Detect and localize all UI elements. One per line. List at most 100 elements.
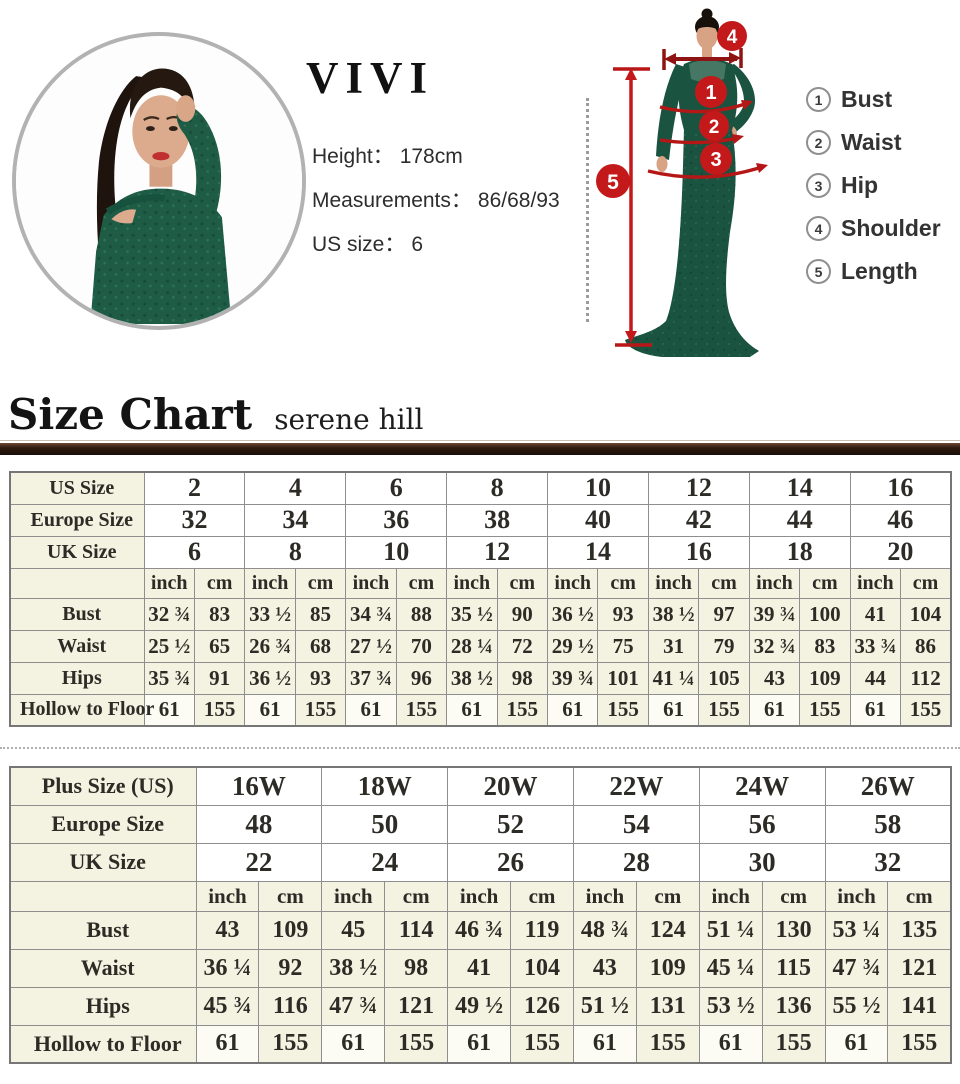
measure-cell: 39 ¾ <box>546 661 599 695</box>
measure-cell: 155 <box>395 693 448 727</box>
measure-cell: 61 <box>195 1024 260 1064</box>
size-value-cell: 8 <box>446 471 548 505</box>
table-label-cell: UK Size <box>9 842 197 882</box>
measurement-row: Hollow to Floor 61 155 61 155 61 155 61 155 61 155… <box>9 1024 952 1064</box>
size-header-row: US Size 2 4 6 8 10 12 14 16 <box>9 471 952 505</box>
standard-size-table: US Size 2 4 6 8 10 12 14 16 Europe Size 32 34 36 38 40… <box>9 471 952 727</box>
measure-cell: 141 <box>887 986 952 1026</box>
measure-cell: 155 <box>193 693 246 727</box>
measure-cell: 61 <box>572 1024 637 1064</box>
size-value-cell: 20W <box>447 766 574 806</box>
measure-cell: 101 <box>597 661 649 695</box>
measure-cell: 109 <box>799 661 851 695</box>
legend-number-4: 4 <box>806 216 831 241</box>
measure-cell: 97 <box>698 597 750 631</box>
unit-cell: cm <box>496 567 549 599</box>
unit-cell: cm <box>698 567 750 599</box>
measure-cell: 83 <box>799 629 851 663</box>
measure-cell: 86 <box>900 629 952 663</box>
unit-header-row: inch cm inch cm inch cm inch cm inch cm inch cm inch… <box>9 567 952 599</box>
measure-cell: 98 <box>496 661 549 695</box>
size-value-cell: 54 <box>572 804 700 844</box>
measure-cell: 51 ½ <box>572 986 637 1026</box>
measure-cell: 91 <box>193 661 246 695</box>
measure-cell: 155 <box>698 693 750 727</box>
size-value-cell: 16 <box>647 535 750 569</box>
height-value: 178cm <box>399 145 463 168</box>
legend-label-length: Length <box>841 258 918 284</box>
measure-cell: 155 <box>384 1024 449 1064</box>
measure-cell: 83 <box>193 597 246 631</box>
measure-cell: 36 ½ <box>546 597 599 631</box>
measure-cell: 90 <box>496 597 549 631</box>
measure-cell: 93 <box>597 597 649 631</box>
measure-cell: 39 ¾ <box>748 597 801 631</box>
size-header-row: Plus Size (US) 16W 18W 20W 22W 24W 26W <box>9 766 952 806</box>
unit-cell: cm <box>761 880 826 912</box>
size-value-cell: 58 <box>824 804 952 844</box>
measure-cell: 98 <box>384 948 449 988</box>
measure-cell: 53 ½ <box>698 986 763 1026</box>
unit-cell: cm <box>635 880 700 912</box>
measure-cell: 155 <box>761 1024 826 1064</box>
measurement-diagram: 1 2 3 4 5 1 Bust <box>560 0 960 378</box>
brand-title: VIVI <box>306 53 435 103</box>
legend-number-1: 1 <box>806 87 831 112</box>
size-value-cell: 6 <box>143 535 246 569</box>
size-value-cell: 56 <box>698 804 826 844</box>
table-label-cell: Waist <box>9 629 145 663</box>
measure-cell: 43 <box>195 910 260 950</box>
measure-cell: 155 <box>900 693 952 727</box>
legend-label-shoulder: Shoulder <box>841 215 941 241</box>
size-header-row: Europe Size 48 50 52 54 56 58 <box>9 804 952 844</box>
unit-cell: cm <box>510 880 574 912</box>
measure-cell: 32 ¾ <box>143 597 195 631</box>
measure-cell: 88 <box>395 597 448 631</box>
size-header-row: UK Size 22 24 26 28 30 32 <box>9 842 952 882</box>
measure-cell: 155 <box>799 693 851 727</box>
divider-thin-line <box>0 440 960 441</box>
unit-cell: cm <box>193 567 246 599</box>
unit-cell: inch <box>321 880 386 912</box>
measure-cell: 93 <box>294 661 347 695</box>
measure-cell: 25 ½ <box>143 629 195 663</box>
size-header-row: UK Size 6 8 10 12 14 16 18 20 <box>9 535 952 569</box>
measure-cell: 100 <box>799 597 851 631</box>
unit-cell: cm <box>294 567 347 599</box>
unit-cell: inch <box>447 880 512 912</box>
size-value-cell: 14 <box>748 471 851 505</box>
size-value-cell: 2 <box>143 471 246 505</box>
measure-cell: 61 <box>447 1024 512 1064</box>
table-label-cell: UK Size <box>9 535 145 569</box>
measure-cell: 135 <box>887 910 952 950</box>
unit-cell: cm <box>900 567 952 599</box>
size-header-row: Europe Size 32 34 36 38 40 42 44 46 <box>9 503 952 537</box>
unit-cell: cm <box>597 567 649 599</box>
measure-cell: 46 ¾ <box>447 910 512 950</box>
table-label-cell: Hips <box>9 986 197 1026</box>
measure-cell: 27 ½ <box>345 629 397 663</box>
size-value-cell: 4 <box>244 471 347 505</box>
measure-cell: 31 <box>647 629 700 663</box>
size-value-cell: 12 <box>446 535 548 569</box>
size-value-cell: 22W <box>572 766 700 806</box>
measure-cell: 155 <box>887 1024 952 1064</box>
measure-cell: 155 <box>496 693 549 727</box>
measure-cell: 45 ¾ <box>195 986 260 1026</box>
measure-cell: 26 ¾ <box>244 629 296 663</box>
table-label-cell: Waist <box>9 948 197 988</box>
legend-number-5: 5 <box>806 259 831 284</box>
measure-cell: 155 <box>635 1024 700 1064</box>
measure-cell: 116 <box>258 986 323 1026</box>
legend-item-length: 5 Length <box>806 255 941 288</box>
table-label-cell: Europe Size <box>9 503 145 537</box>
us-size-value: 6 <box>411 233 424 256</box>
measure-cell: 37 ¾ <box>345 661 397 695</box>
unit-cell: inch <box>195 880 260 912</box>
unit-cell: inch <box>244 567 296 599</box>
measure-cell: 105 <box>698 661 750 695</box>
dotted-guide-line <box>586 98 589 322</box>
measure-cell: 131 <box>635 986 700 1026</box>
table-label-cell: Bust <box>9 597 145 631</box>
measure-cell: 29 ½ <box>546 629 599 663</box>
